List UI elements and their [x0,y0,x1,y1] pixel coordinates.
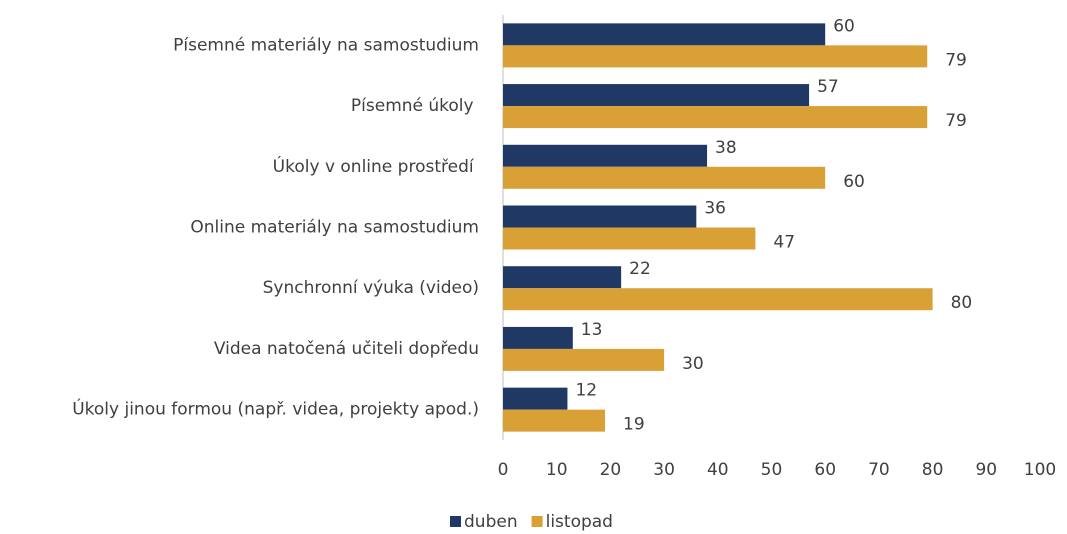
value-label: 60 [833,16,855,36]
y-tick-label: Úkoly v online prostředí [273,155,479,177]
bar [503,348,665,371]
x-tick-label: 100 [1024,460,1056,480]
bar [503,205,697,228]
value-label: 47 [773,233,795,253]
value-label: 79 [945,111,967,131]
value-label: 13 [581,320,603,340]
x-tick-label: 40 [707,460,729,480]
y-tick-label: Videa natočená učiteli dopředu [214,339,479,359]
value-label: 30 [682,354,704,374]
bar [503,288,933,311]
legend-swatch [450,516,461,527]
x-tick-label: 80 [922,460,944,480]
bar [503,106,928,129]
value-label: 79 [945,50,967,70]
value-label: 12 [575,381,597,401]
legend-swatch [531,516,543,527]
x-tick-label: 60 [814,460,836,480]
value-label: 22 [629,259,651,279]
bar [503,326,573,349]
bar [503,45,928,68]
x-tick-label: 0 [498,460,509,480]
x-tick-label: 70 [868,460,890,480]
x-tick-label: 20 [600,460,622,480]
bar [503,144,708,167]
bar [503,387,568,410]
bar [503,409,606,432]
legend-label: duben [464,512,518,532]
value-label: 36 [704,199,726,219]
x-tick-label: 90 [975,460,997,480]
bar [503,23,826,46]
value-label: 80 [951,293,973,313]
y-tick-label: Synchronní výuka (video) [263,278,479,298]
y-tick-label: Písemné úkoly [351,96,479,116]
legend-label: listopad [546,512,613,532]
bar [503,266,622,289]
bar [503,166,826,189]
value-label: 19 [623,415,645,435]
y-tick-label: Online materiály na samostudium [190,218,479,238]
bar [503,84,810,107]
value-label: 60 [843,172,865,192]
bar [503,227,756,250]
value-label: 38 [715,138,737,158]
y-tick-label: Úkoly jinou formou (např. videa, projekt… [72,398,479,420]
x-tick-label: 50 [761,460,783,480]
x-tick-label: 30 [653,460,675,480]
y-tick-label: Písemné materiály na samostudium [173,35,479,55]
value-label: 57 [817,77,839,97]
x-tick-label: 10 [546,460,568,480]
